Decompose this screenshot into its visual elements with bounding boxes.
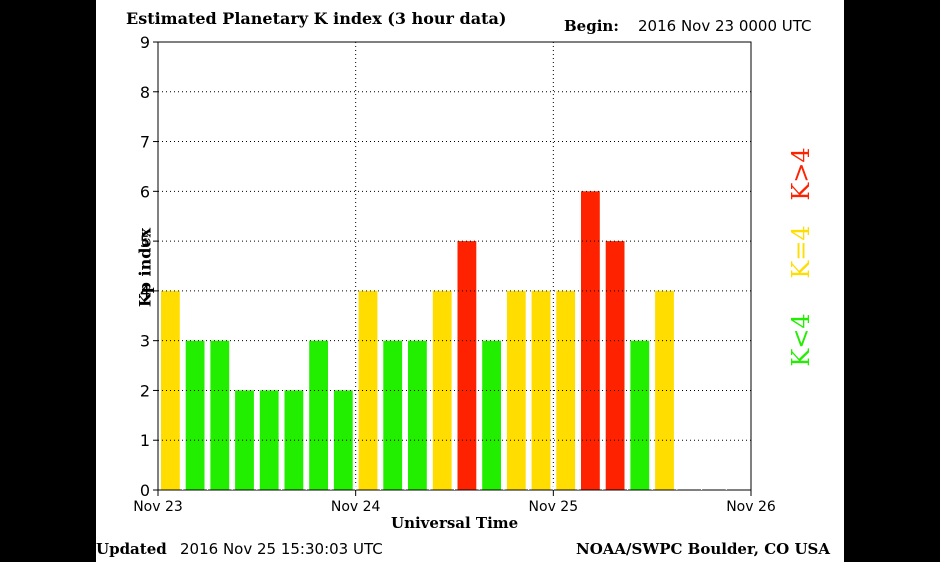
kp-bar: [531, 290, 551, 490]
y-tick-label: 5: [140, 232, 150, 251]
chart-title: Estimated Planetary K index (3 hour data…: [126, 9, 507, 28]
y-tick-label: 7: [140, 133, 150, 152]
kp-bar: [333, 390, 353, 490]
kp-bar: [309, 340, 328, 490]
x-tick-label: Nov 26: [726, 499, 776, 515]
x-tick-label: Nov 23: [133, 499, 183, 515]
kp-bar: [556, 290, 576, 490]
legend-above-4: K>4: [787, 147, 815, 201]
begin-value: 2016 Nov 23 0000 UTC: [638, 17, 812, 35]
y-tick-label: 0: [140, 481, 150, 500]
kp-bar: [482, 340, 501, 490]
kp-bar: [605, 241, 625, 490]
updated-value: 2016 Nov 25 15:30:03 UTC: [180, 540, 383, 558]
kp-bar: [408, 340, 427, 490]
x-axis-label: Universal Time: [391, 514, 519, 532]
x-tick-label: Nov 24: [331, 499, 381, 515]
kp-bar: [284, 390, 304, 490]
kp-bar: [630, 340, 650, 490]
updated-label: Updated: [96, 540, 167, 558]
x-tick-label: Nov 25: [529, 499, 579, 515]
kp-bar: [259, 390, 279, 490]
kp-bar-chart: 0 1 2 3 4 5 6 7 8 9 Nov 23 Nov 24 Nov 25 Nov 26: [133, 33, 776, 515]
y-tick-label: 9: [140, 33, 150, 52]
y-tick-label: 1: [140, 431, 150, 450]
y-tick-label: 3: [140, 332, 150, 351]
y-tick-label: 8: [140, 83, 150, 102]
y-tick-label: 6: [140, 182, 150, 201]
y-tick-label: 4: [140, 282, 150, 301]
kp-bar: [185, 340, 205, 490]
legend-equal-4: K=4: [787, 225, 815, 279]
credit-text: NOAA/SWPC Boulder, CO USA: [576, 540, 831, 558]
kp-bar: [210, 340, 230, 490]
kp-bar: [457, 241, 477, 490]
kp-bar: [506, 290, 526, 490]
kp-bar: [358, 290, 378, 490]
kp-bar: [235, 390, 254, 490]
kp-bar: [655, 290, 674, 490]
begin-label: Begin:: [564, 17, 619, 35]
kp-bar: [383, 340, 403, 490]
legend-below-4: K<4: [787, 313, 815, 367]
y-tick-label: 2: [140, 381, 150, 400]
kp-chart-panel: Estimated Planetary K index (3 hour data…: [96, 0, 844, 562]
